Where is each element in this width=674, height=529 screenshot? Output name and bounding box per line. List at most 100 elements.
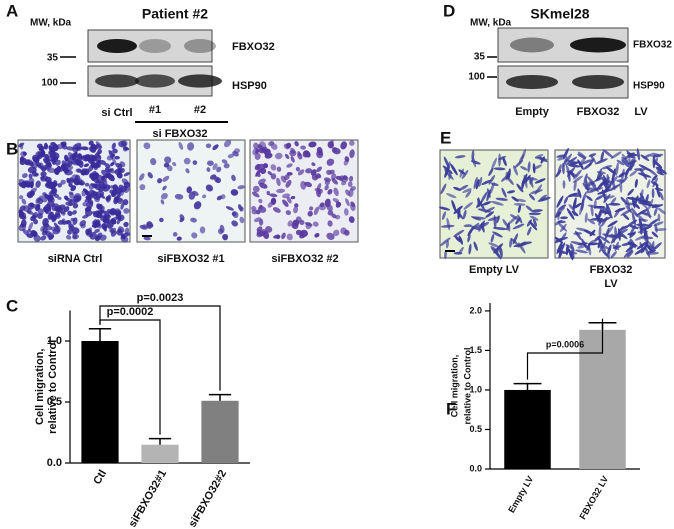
- cell: [556, 154, 566, 158]
- cell: [18, 212, 27, 220]
- cell: [166, 165, 173, 172]
- panel-label: E: [440, 128, 451, 147]
- cell: [527, 226, 532, 236]
- cell: [120, 202, 125, 210]
- cell: [493, 226, 507, 231]
- blot-title: SKmel28: [530, 6, 589, 22]
- cell: [103, 213, 108, 222]
- cell: [225, 206, 234, 211]
- cell: [216, 195, 223, 201]
- cell: [636, 148, 641, 161]
- cell: [615, 162, 619, 176]
- cell: [529, 215, 539, 221]
- y-axis-label: relative to Control: [462, 347, 472, 424]
- cell: [622, 213, 630, 221]
- cell: [314, 187, 322, 193]
- cell: [37, 151, 42, 157]
- cell: [492, 231, 503, 238]
- cell: [567, 170, 571, 182]
- cell: [577, 245, 586, 249]
- cell: [258, 198, 263, 204]
- cell: [282, 193, 291, 199]
- cell: [634, 178, 638, 188]
- cell: [172, 161, 177, 167]
- image-caption: FBXO32: [590, 264, 633, 276]
- cell: [91, 211, 97, 215]
- cell: [599, 207, 608, 211]
- cell: [637, 208, 648, 216]
- blot-band: [570, 37, 626, 53]
- cell: [95, 213, 103, 219]
- cell: [511, 196, 519, 202]
- cell: [600, 216, 608, 227]
- cell: [123, 186, 130, 193]
- cell: [527, 161, 531, 173]
- cell: [478, 176, 483, 187]
- cell: [557, 221, 568, 232]
- cell: [532, 218, 537, 227]
- cell: [186, 186, 193, 194]
- cell: [651, 231, 659, 238]
- panel-label: F: [446, 399, 456, 418]
- cell: [638, 218, 649, 222]
- group-label: si FBXO32: [152, 128, 207, 140]
- cell: [327, 220, 333, 227]
- cell: [555, 207, 566, 215]
- cell: [349, 149, 355, 159]
- cell: [91, 183, 96, 188]
- cell: [335, 201, 342, 208]
- cell: [507, 168, 511, 180]
- cell: [253, 142, 259, 150]
- cell: [651, 204, 664, 209]
- lane-label: si Ctrl: [101, 107, 132, 119]
- cell: [630, 158, 634, 171]
- cell: [652, 242, 662, 251]
- cell: [580, 159, 592, 165]
- cell: [490, 246, 499, 253]
- cell: [312, 221, 319, 227]
- cell: [563, 196, 569, 204]
- cell: [64, 169, 73, 176]
- cell: [314, 232, 320, 238]
- cell: [40, 235, 47, 241]
- cell: [107, 173, 115, 182]
- panel-label: B: [6, 139, 18, 158]
- cell: [27, 192, 34, 199]
- cell: [599, 236, 611, 244]
- cell: [556, 195, 564, 208]
- cell: [529, 221, 538, 231]
- cell: [565, 159, 578, 164]
- cell: [643, 238, 653, 247]
- cell: [164, 156, 172, 164]
- cell: [521, 179, 525, 190]
- cell: [216, 166, 222, 173]
- cell: [119, 161, 126, 168]
- cell: [326, 203, 333, 212]
- cell: [292, 219, 300, 227]
- cell: [498, 155, 506, 161]
- cell: [572, 207, 576, 216]
- cell: [65, 220, 72, 225]
- cell: [307, 210, 313, 217]
- cell: [602, 149, 614, 158]
- cell: [516, 183, 524, 193]
- cell: [518, 154, 525, 164]
- cell: [467, 226, 474, 237]
- cell: [185, 168, 190, 174]
- cell: [607, 202, 621, 206]
- cell: [446, 193, 457, 199]
- cell: [332, 147, 341, 155]
- cell: [654, 157, 659, 166]
- cell: [601, 249, 609, 258]
- cell: [481, 221, 490, 228]
- cell: [570, 243, 575, 252]
- cell: [160, 199, 165, 205]
- cell: [212, 144, 219, 151]
- cell: [571, 249, 575, 260]
- y-tick-label: 0.0: [469, 463, 482, 473]
- cell: [231, 220, 238, 227]
- cell: [72, 203, 79, 209]
- cell: [256, 229, 265, 237]
- blot-band: [135, 74, 175, 88]
- cell: [254, 152, 261, 160]
